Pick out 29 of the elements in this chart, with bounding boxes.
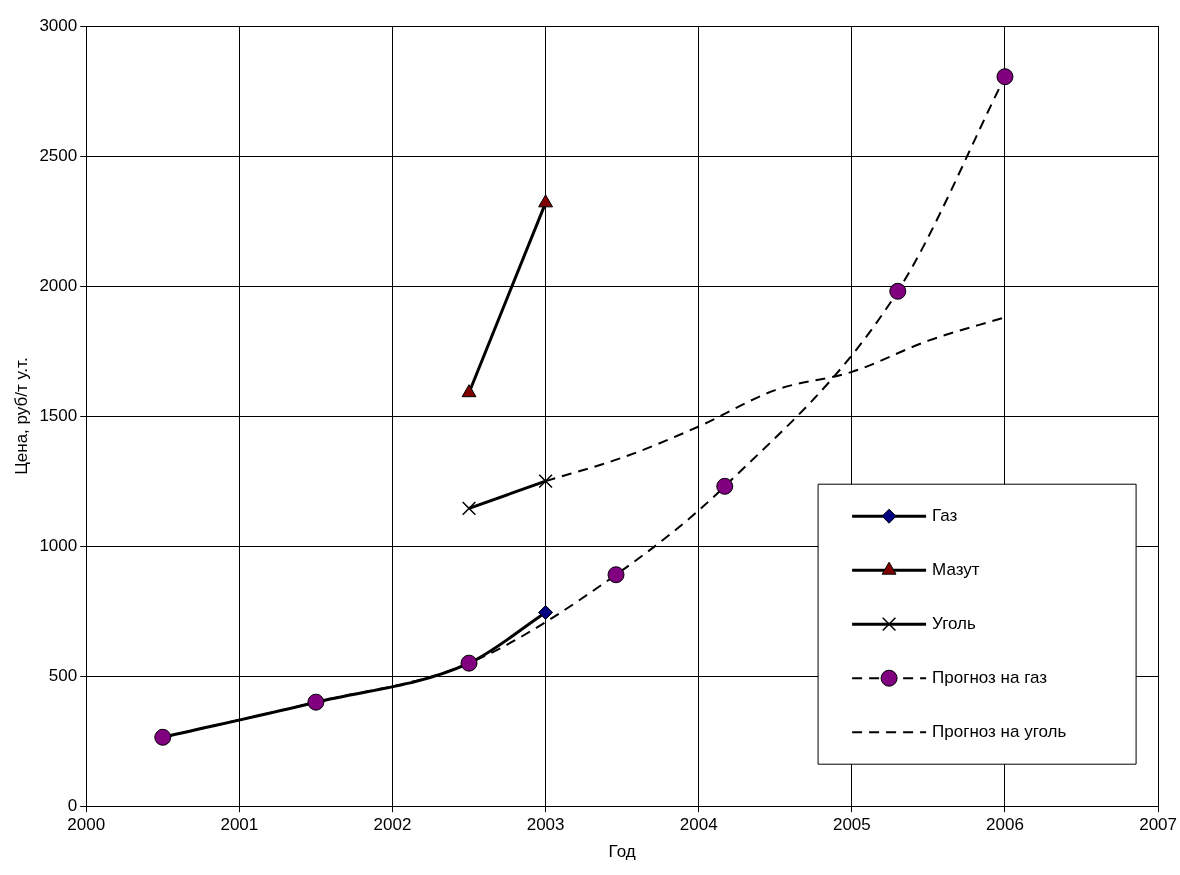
x-tick-label: 2005 <box>832 815 871 835</box>
legend-label: Мазут <box>932 559 980 579</box>
legend-label: Прогноз на уголь <box>932 721 1067 741</box>
y-axis-title: Цена, руб/т у.т. <box>11 357 31 475</box>
point <box>716 477 734 495</box>
y-tick-label: 500 <box>48 665 78 685</box>
point <box>889 282 907 300</box>
x-tick-label: 2006 <box>986 815 1024 835</box>
x-axis-title: Год <box>608 842 636 862</box>
y-tick-label: 2000 <box>39 275 78 295</box>
point <box>538 474 553 489</box>
y-tick-label: 0 <box>67 795 78 815</box>
y-tick-label: 3000 <box>39 15 78 35</box>
legend-label: Прогноз на газ <box>932 667 1048 687</box>
x-tick-label: 2003 <box>526 815 565 835</box>
x-tick-label: 2004 <box>679 815 718 835</box>
x-tick-label: 2000 <box>67 815 106 835</box>
y-tick-label: 1500 <box>39 405 78 425</box>
point <box>538 604 554 620</box>
point <box>996 68 1014 86</box>
legend-label: Уголь <box>932 613 976 633</box>
x-tick-label: 2007 <box>1139 815 1177 835</box>
y-tick-label: 2500 <box>39 145 78 165</box>
point <box>607 566 625 584</box>
point <box>461 501 477 516</box>
y-tick-label: 1000 <box>39 535 78 555</box>
legend-label: Газ <box>932 505 958 525</box>
x-tick-label: 2002 <box>373 815 412 835</box>
x-tick-label: 2001 <box>220 815 259 835</box>
